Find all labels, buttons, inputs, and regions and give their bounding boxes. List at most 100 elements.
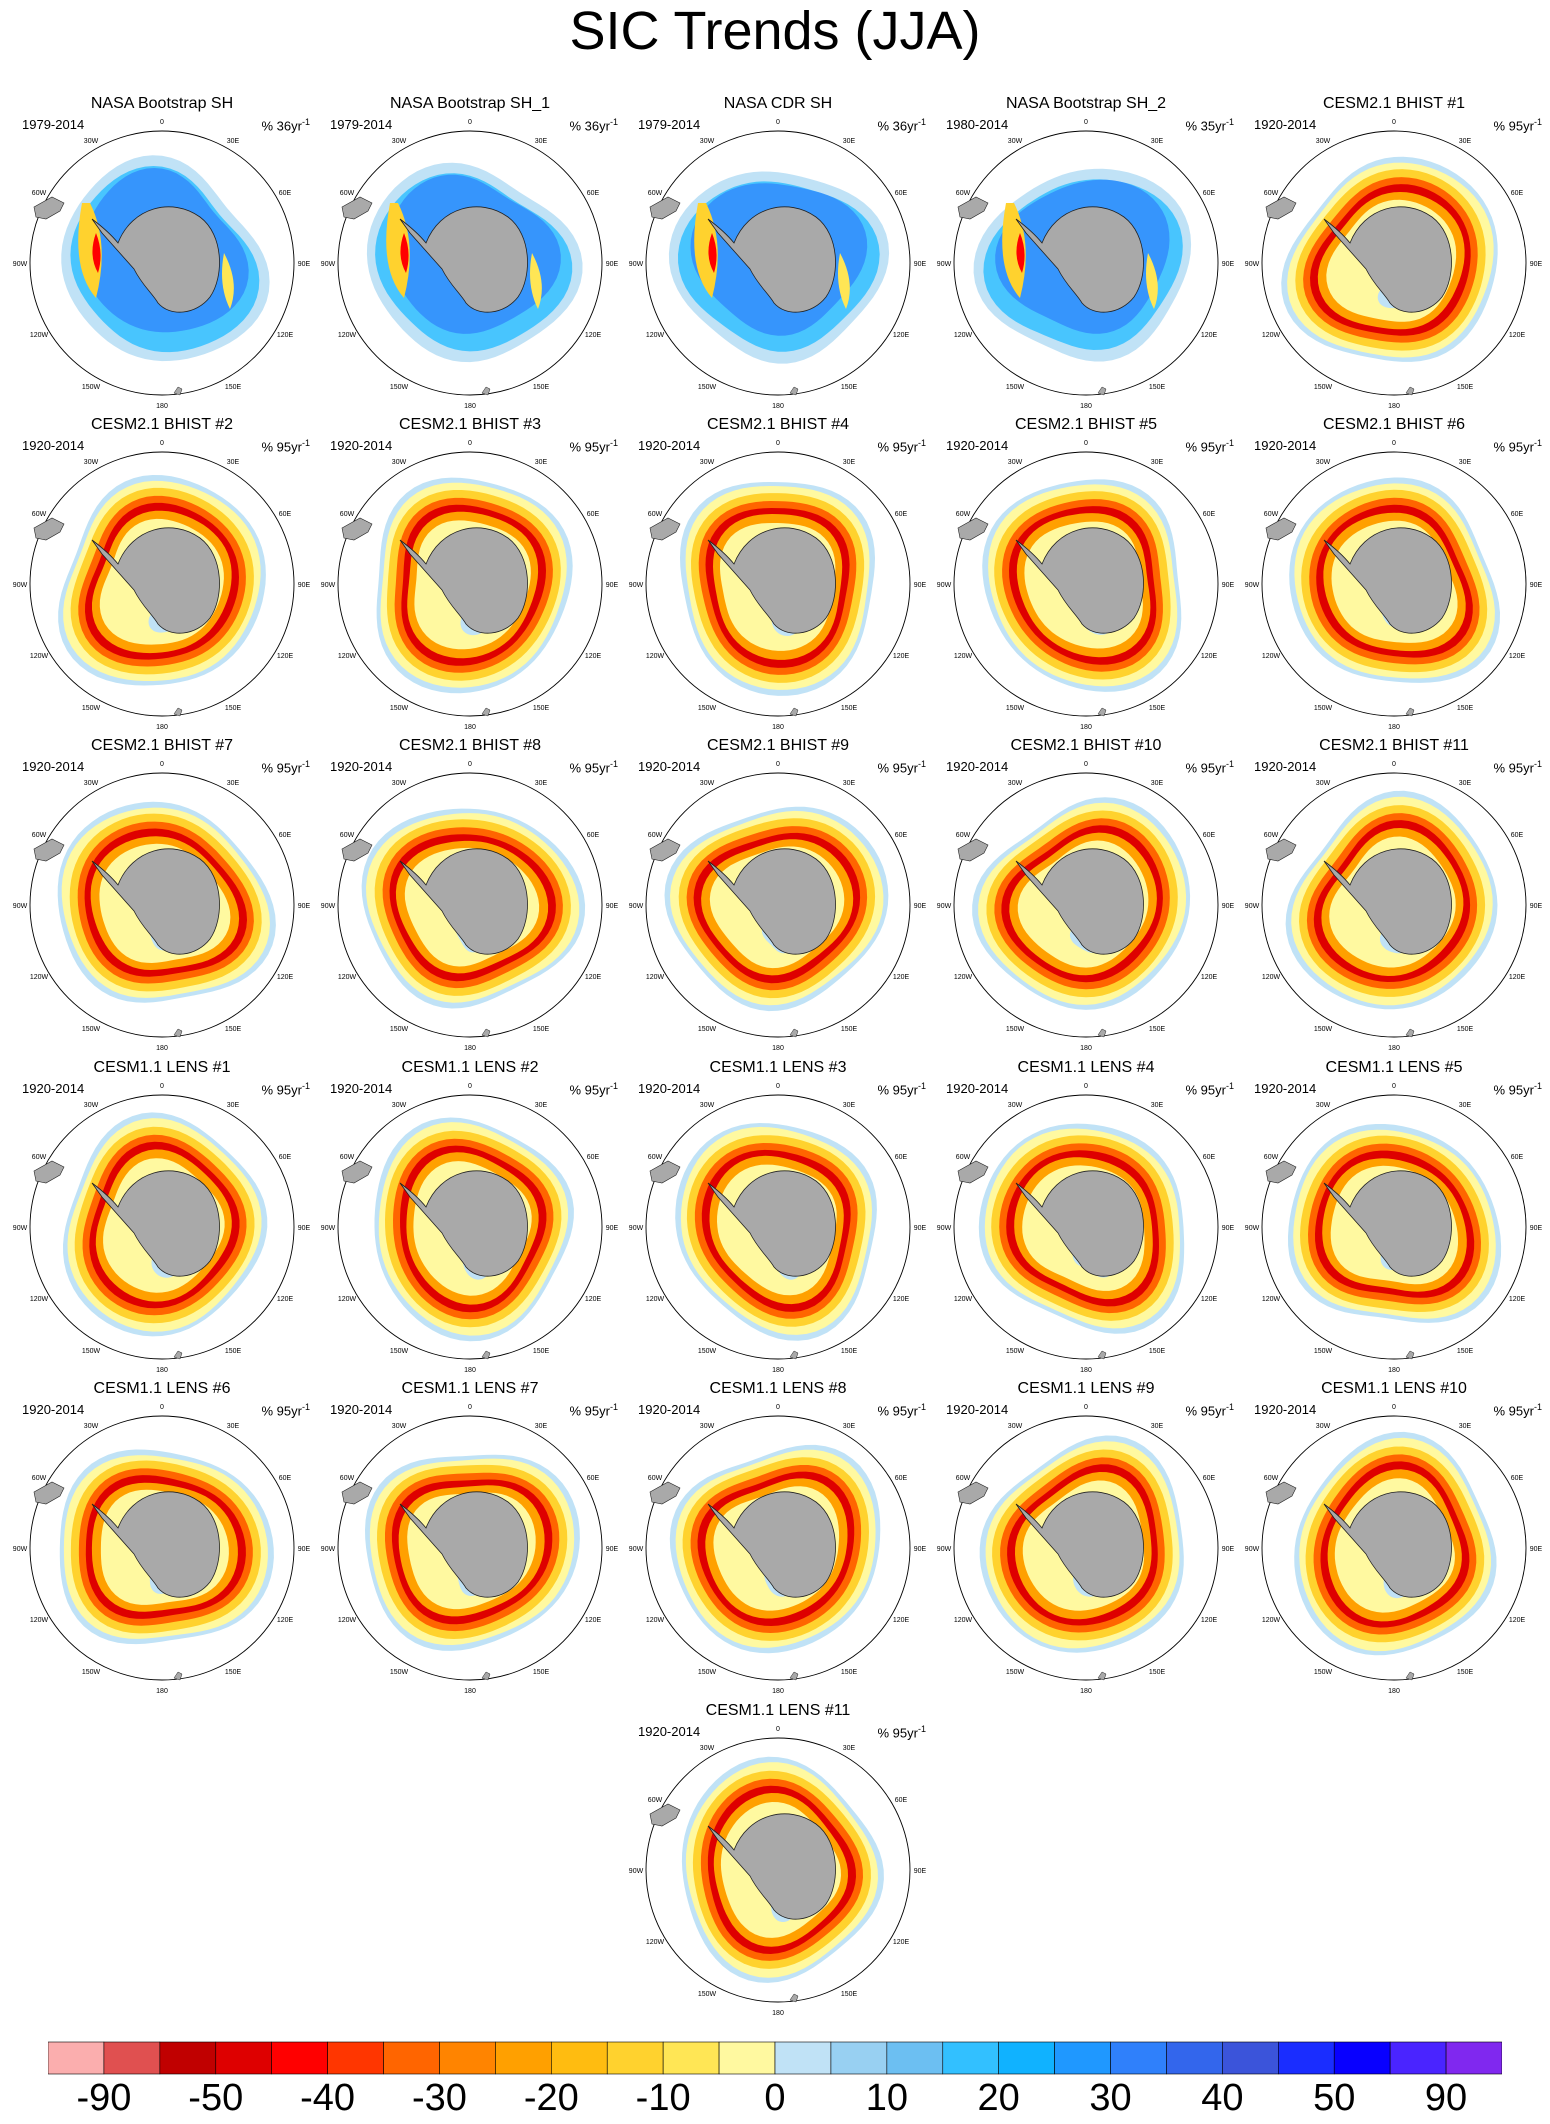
colorbar-label: -20 <box>523 2077 579 2119</box>
longitude-label: 30E <box>843 1745 856 1752</box>
antarctica-landmass <box>1323 527 1452 634</box>
longitude-label: 60E <box>279 190 292 197</box>
longitude-label: 0 <box>1084 119 1088 126</box>
map-panel: NASA Bootstrap SH 1979-2014 % 36yr-1 0 30E 60… <box>12 95 312 413</box>
longitude-label: 150W <box>1006 705 1025 712</box>
panel-title: NASA Bootstrap SH_1 <box>389 95 551 112</box>
longitude-label: 120E <box>893 974 910 981</box>
longitude-label: 30E <box>1459 459 1472 466</box>
colorbar-swatch <box>1166 2041 1223 2075</box>
longitude-label: 30E <box>227 1423 240 1430</box>
longitude-label: 120W <box>1262 1617 1281 1624</box>
longitude-label: 120W <box>954 1296 973 1303</box>
colorbar-label: -10 <box>635 2077 691 2119</box>
panel-units: % 95yr-1 <box>261 438 310 455</box>
longitude-label: 60W <box>340 190 355 197</box>
map-panel: CESM1.1 LENS #1 1920-2014 % 95yr-1 0 30E 60E 9… <box>12 1059 312 1377</box>
panel-period: 1979-2014 <box>330 117 393 132</box>
longitude-label: 0 <box>776 1083 780 1090</box>
longitude-label: 0 <box>468 119 472 126</box>
longitude-label: 60W <box>648 511 663 518</box>
longitude-label: 60W <box>956 832 971 839</box>
longitude-label: 120W <box>646 653 665 660</box>
panel-units: % 95yr-1 <box>877 1081 926 1098</box>
panel-period: 1920-2014 <box>330 438 393 453</box>
panel-units: % 95yr-1 <box>877 1402 926 1419</box>
panel-units: % 95yr-1 <box>1185 1081 1234 1098</box>
longitude-label: 90W <box>321 1225 336 1232</box>
panel-title: CESM2.1 BHIST #4 <box>707 416 849 433</box>
sea-ice-strong-increase <box>400 233 409 273</box>
colorbar-swatch <box>103 2041 161 2075</box>
new-zealand <box>481 707 491 717</box>
panel-title: CESM1.1 LENS #3 <box>709 1059 847 1076</box>
panel-units: % 95yr-1 <box>1493 759 1542 776</box>
panel-units: % 95yr-1 <box>1493 1402 1542 1419</box>
colorbar-swatch <box>495 2041 552 2075</box>
longitude-label: 120W <box>646 1617 665 1624</box>
longitude-label: 90E <box>298 1225 311 1232</box>
polar-map: 0 30E 60E 90E 120E 150E 180 150W 120W 90W 60W 30W <box>629 1726 927 2017</box>
longitude-label: 90E <box>606 261 619 268</box>
panel-units: % 95yr-1 <box>1185 1402 1234 1419</box>
new-zealand <box>1405 1671 1415 1681</box>
longitude-label: 180 <box>464 1688 476 1695</box>
longitude-label: 60E <box>1203 1475 1216 1482</box>
colorbar-swatch <box>1445 2041 1502 2075</box>
longitude-label: 150E <box>533 384 550 391</box>
south-america-tip <box>649 1160 681 1184</box>
longitude-label: 150E <box>533 705 550 712</box>
longitude-label: 150W <box>390 1348 409 1355</box>
longitude-label: 150E <box>1457 1348 1474 1355</box>
colorbar-swatch <box>1278 2041 1335 2075</box>
longitude-label: 120W <box>646 1939 665 1946</box>
longitude-label: 150E <box>841 1991 858 1998</box>
longitude-label: 90W <box>629 903 644 910</box>
longitude-label: 30E <box>227 780 240 787</box>
panel-period: 1920-2014 <box>638 1402 701 1417</box>
longitude-label: 90E <box>298 1546 311 1553</box>
longitude-label: 120W <box>338 1617 357 1624</box>
longitude-label: 90W <box>937 582 952 589</box>
polar-map: 0 30E 60E 90E 120E 150E 180 150W 120W 90W 60W 30W <box>629 1083 927 1374</box>
sea-ice-increase-zone-east <box>838 253 850 309</box>
longitude-label: 150E <box>1457 384 1474 391</box>
map-panel: CESM1.1 LENS #5 1920-2014 % 95yr-1 0 30E 60E 9… <box>1244 1059 1544 1377</box>
longitude-label: 120E <box>277 1617 294 1624</box>
longitude-label: 0 <box>1084 1083 1088 1090</box>
longitude-label: 150E <box>841 1669 858 1676</box>
longitude-label: 60E <box>1203 832 1216 839</box>
panel-units: % 36yr-1 <box>569 117 618 134</box>
longitude-label: 60E <box>895 190 908 197</box>
longitude-label: 60E <box>1511 190 1524 197</box>
panel-units: % 95yr-1 <box>569 1081 618 1098</box>
polar-map: 0 30E 60E 90E 120E 150E 180 150W 120W 90W 60W 30W <box>13 440 311 731</box>
panel-period: 1920-2014 <box>638 438 701 453</box>
panel-period: 1979-2014 <box>22 117 85 132</box>
antarctica-landmass <box>399 527 528 634</box>
longitude-label: 30W <box>1008 138 1023 145</box>
longitude-label: 180 <box>1388 724 1400 731</box>
antarctica-landmass <box>707 1170 836 1277</box>
longitude-label: 150W <box>82 705 101 712</box>
panel-title: CESM2.1 BHIST #7 <box>91 737 233 754</box>
antarctica-landmass <box>707 527 836 634</box>
colorbar-swatch <box>662 2041 720 2075</box>
longitude-label: 120W <box>1262 332 1281 339</box>
panel-title: NASA CDR SH <box>723 95 833 112</box>
longitude-label: 60W <box>340 1475 355 1482</box>
longitude-label: 60W <box>1264 511 1279 518</box>
longitude-label: 30W <box>1316 1423 1331 1430</box>
south-america-tip <box>1265 196 1297 220</box>
longitude-label: 150W <box>698 1348 717 1355</box>
longitude-label: 90E <box>1530 1225 1543 1232</box>
longitude-label: 150E <box>1149 384 1166 391</box>
panel-units: % 35yr-1 <box>1185 117 1234 134</box>
panel-period: 1920-2014 <box>1254 759 1317 774</box>
longitude-label: 180 <box>772 2010 784 2017</box>
panel-period: 1920-2014 <box>1254 1402 1317 1417</box>
sea-ice-increase-zone-east <box>1146 253 1158 309</box>
south-america-tip <box>649 1803 681 1827</box>
longitude-label: 120E <box>893 653 910 660</box>
longitude-label: 120E <box>1509 332 1526 339</box>
